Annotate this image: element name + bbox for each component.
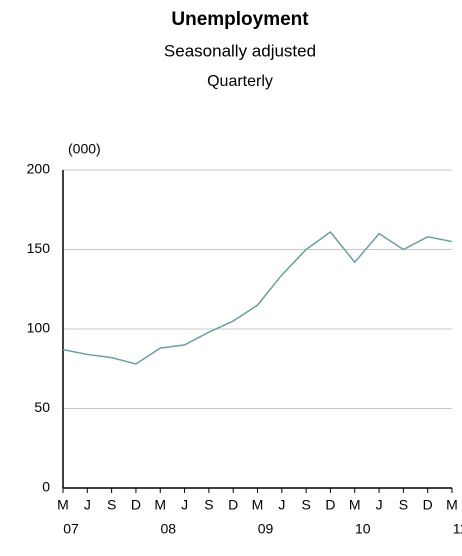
year-label: 07 (63, 521, 79, 537)
y-tick-label: 100 (27, 320, 51, 336)
x-tick-label: J (376, 497, 383, 513)
x-tick-label: M (154, 497, 166, 513)
x-tick-label: M (57, 497, 69, 513)
year-label: 11 (453, 521, 462, 537)
chart-frequency: Quarterly (207, 73, 273, 90)
chart-title: Unemployment (171, 9, 309, 30)
y-tick-label: 150 (27, 240, 51, 256)
x-tick-label: D (131, 497, 141, 513)
y-tick-label: 50 (34, 399, 50, 415)
chart-subtitle: Seasonally adjusted (164, 41, 316, 60)
x-tick-label: S (301, 497, 310, 513)
x-tick-label: D (423, 497, 433, 513)
x-tick-label: M (446, 497, 458, 513)
x-tick-label: S (204, 497, 213, 513)
x-tick-label: S (107, 497, 116, 513)
x-tick-label: J (84, 497, 91, 513)
data-line (62, 230, 453, 365)
x-tick-label: S (399, 497, 408, 513)
x-tick-label: J (181, 497, 188, 513)
year-label: 10 (355, 521, 371, 537)
year-label: 09 (258, 521, 274, 537)
y-unit: (000) (68, 141, 101, 157)
x-tick-label: M (252, 497, 264, 513)
y-tick-label: 0 (42, 479, 50, 495)
y-tick-label: 200 (27, 161, 51, 177)
x-tick-label: J (278, 497, 285, 513)
x-tick-label: D (325, 497, 335, 513)
x-tick-label: D (228, 497, 238, 513)
x-tick-label: M (349, 497, 361, 513)
year-label: 08 (160, 521, 176, 537)
